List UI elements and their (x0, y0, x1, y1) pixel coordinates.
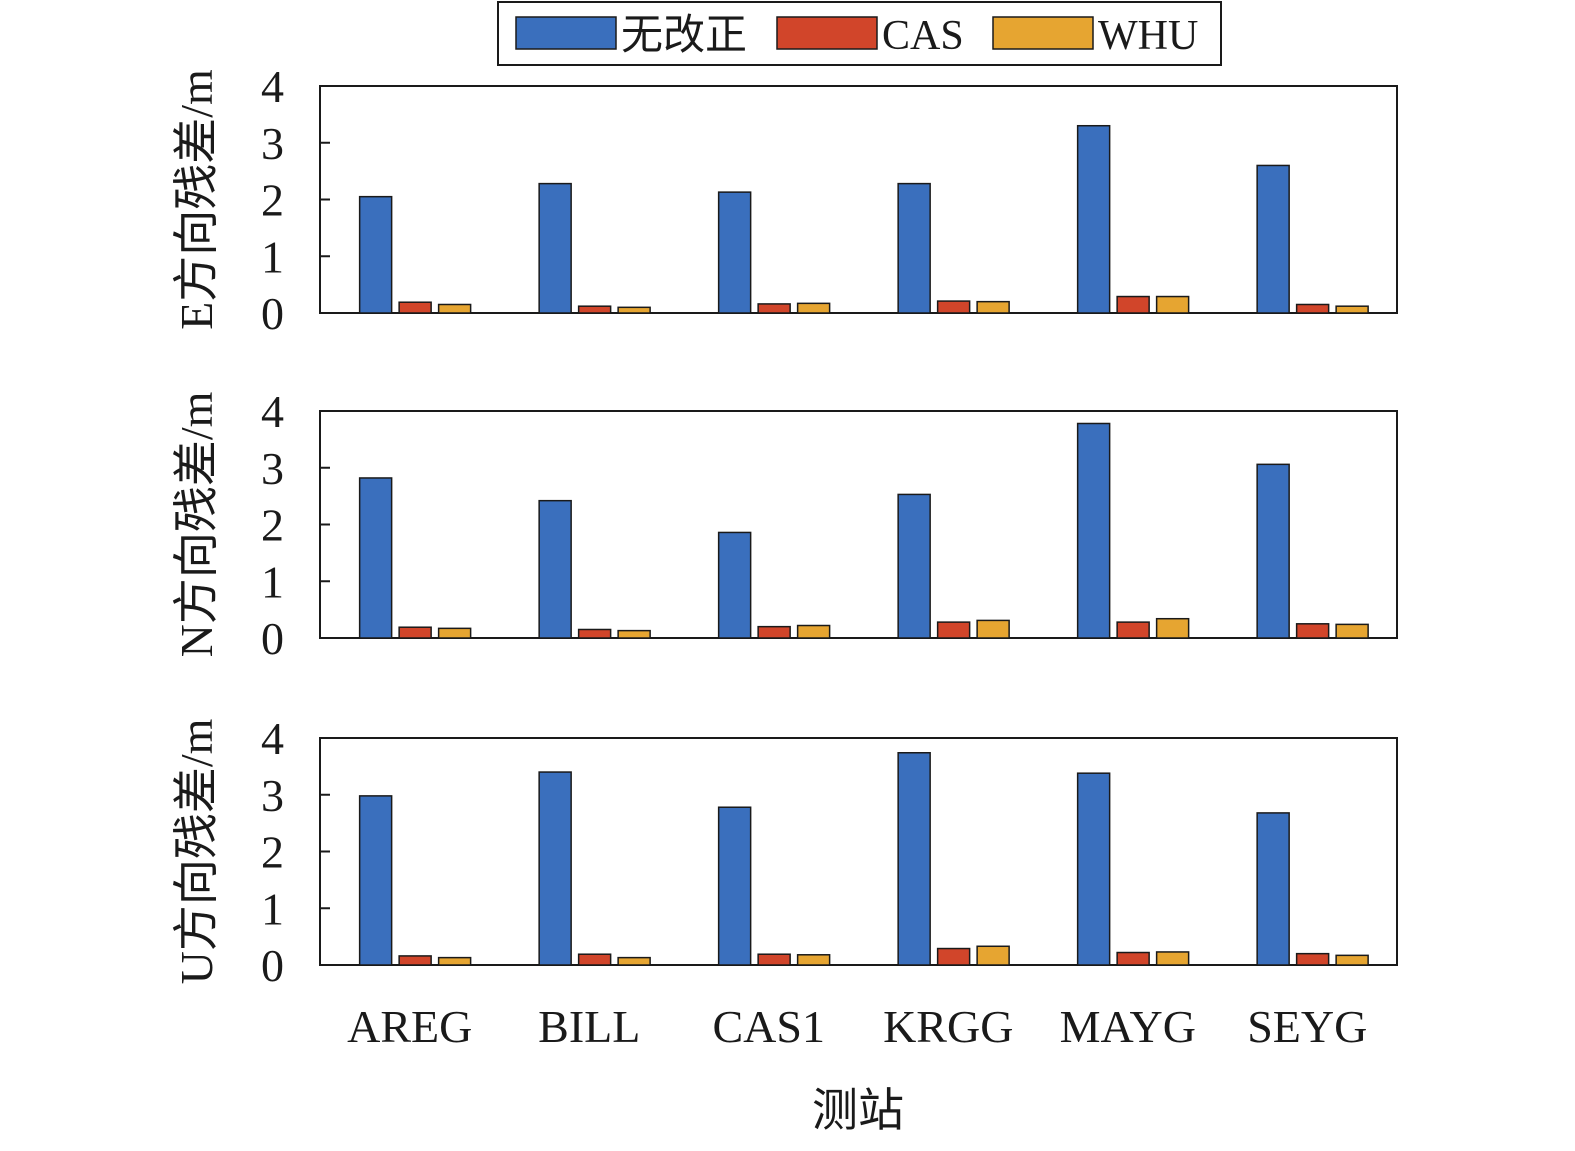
legend-label: 无改正 (621, 13, 747, 59)
bar (976, 945, 1010, 966)
bar (1076, 422, 1111, 639)
bar (538, 771, 572, 966)
bar (617, 306, 651, 314)
legend-swatch (776, 16, 878, 50)
bar (897, 182, 931, 314)
y-tick-label: 0 (261, 940, 284, 991)
plot-frame (319, 85, 1398, 314)
plot-frame (319, 737, 1398, 966)
bar (1295, 623, 1330, 639)
bar (398, 626, 432, 639)
panels: 01234E方向残差/m01234N方向残差/m01234U方向残差/mAREG… (171, 61, 1398, 1052)
bar (1335, 954, 1369, 966)
x-category-label: AREG (347, 1001, 472, 1052)
y-axis-title: U方向残差/m (171, 718, 222, 984)
x-category-label: KRGG (883, 1001, 1013, 1052)
legend: 无改正 CAS WHU (497, 1, 1222, 66)
bar (897, 752, 931, 966)
bar (358, 195, 393, 314)
bar (757, 625, 791, 639)
legend-swatch (992, 16, 1094, 50)
bar (757, 303, 791, 314)
x-category-label: SEYG (1247, 1001, 1367, 1052)
y-tick-label: 2 (261, 500, 284, 551)
y-tick-label: 3 (261, 118, 284, 169)
legend-label: CAS (882, 13, 964, 59)
y-tick-label: 3 (261, 443, 284, 494)
bar (1116, 295, 1150, 314)
bar (976, 300, 1010, 314)
bar (437, 303, 472, 314)
bar (1155, 295, 1190, 314)
bar (1155, 617, 1190, 639)
y-tick-label: 3 (261, 770, 284, 821)
y-tick-label: 0 (261, 613, 284, 664)
bar (1256, 812, 1290, 966)
panel-1: 0 12 3 4 E方向残差/m (171, 61, 1398, 339)
bar (757, 953, 791, 966)
panel-2: 0 12 3 4 N方向残差/m (171, 386, 1398, 664)
y-tick-label: 1 (261, 556, 284, 607)
bar (398, 301, 432, 314)
x-axis-title: 测站 (812, 1085, 904, 1136)
y-tick-label: 2 (261, 175, 284, 226)
legend-swatch (515, 16, 617, 50)
bar (1335, 305, 1369, 314)
bar (437, 627, 472, 639)
bar (1155, 951, 1190, 966)
bar (796, 302, 831, 314)
bar (717, 191, 752, 314)
y-tick-label: 0 (261, 288, 284, 339)
bar (1116, 621, 1150, 639)
bar (936, 300, 971, 314)
bar (577, 953, 612, 966)
y-tick-label: 4 (261, 713, 284, 764)
bar (538, 182, 572, 314)
bar (1256, 164, 1290, 314)
bar (1116, 951, 1150, 966)
bar (717, 531, 752, 639)
bar (1256, 463, 1290, 639)
x-category-label: CAS1 (713, 1001, 825, 1052)
bar (1295, 952, 1330, 966)
bar (577, 628, 612, 639)
bar (936, 947, 971, 966)
bar (796, 624, 831, 639)
bar (538, 499, 572, 639)
y-axis-title: N方向残差/m (171, 391, 222, 657)
y-tick-label: 1 (261, 883, 284, 934)
y-tick-label: 2 (261, 827, 284, 878)
bar (717, 806, 752, 966)
y-tick-label: 1 (261, 231, 284, 282)
bar (1076, 124, 1111, 314)
x-category-label: MAYG (1060, 1001, 1196, 1052)
bar (1295, 303, 1330, 314)
legend-label: WHU (1098, 13, 1198, 59)
bar (358, 477, 393, 639)
panel-3: 0 12 3 4 U方向残差/m (171, 713, 1398, 991)
bar (976, 619, 1010, 639)
y-tick-label: 4 (261, 61, 284, 112)
bar (617, 956, 651, 966)
y-tick-label: 4 (261, 386, 284, 437)
y-axis-title: E方向残差/m (171, 69, 222, 330)
bar (398, 955, 432, 966)
bar (897, 493, 931, 639)
bar (936, 621, 971, 639)
bar (1076, 772, 1111, 966)
plot-frame (319, 410, 1398, 639)
x-category-label: BILL (538, 1001, 640, 1052)
bar (1335, 623, 1369, 639)
bar (358, 795, 393, 966)
bar (437, 956, 472, 966)
bar (796, 954, 831, 966)
bar (617, 629, 651, 639)
bar (577, 305, 612, 314)
